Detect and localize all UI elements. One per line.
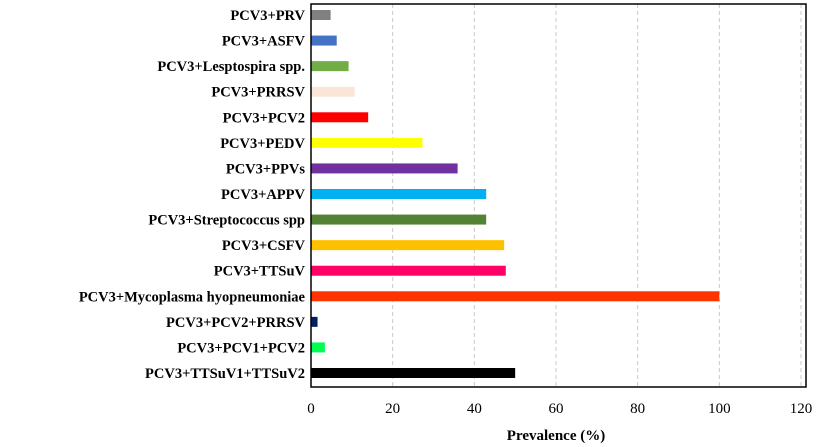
x-axis-title: Prevalence (%) — [507, 428, 605, 444]
category-label: PCV3+TTSuV1+TTSuV2 — [145, 366, 305, 382]
bar-pcv3-pcv1-pcv2 — [311, 342, 325, 353]
category-label: PCV3+TTSuV — [214, 264, 306, 280]
bar-pcv3-prv — [311, 10, 331, 20]
bar-pcv3-ppvs — [311, 163, 458, 174]
bar-pcv3-lesptospira-spp- — [311, 61, 349, 72]
bar-pcv3-mycoplasma-hyopneumoniae — [311, 291, 720, 302]
category-label: PCV3+PEDV — [220, 136, 305, 152]
category-label: PCV3+APPV — [221, 187, 305, 203]
category-label: PCV3+Lesptospira spp. — [157, 59, 305, 75]
category-label: PCV3+CSFV — [222, 238, 306, 254]
category-label: PCV3+PRV — [230, 8, 305, 24]
bar-pcv3-csfv — [311, 240, 505, 251]
category-label: PCV3+PCV2+PRRSV — [166, 315, 305, 331]
x-tick-label: 120 — [790, 401, 813, 417]
x-tick-label: 60 — [549, 401, 564, 417]
x-tick-label: 20 — [385, 401, 400, 417]
category-label: PCV3+PRRSV — [211, 85, 305, 101]
bar-pcv3-pedv — [311, 137, 423, 148]
category-label: PCV3+Mycoplasma hyopneumoniae — [79, 289, 306, 305]
bar-pcv3-pcv2 — [311, 112, 369, 123]
x-tick-label: 0 — [307, 401, 315, 417]
bar-pcv3-streptococcus-spp — [311, 214, 487, 225]
x-tick-label: 80 — [630, 401, 645, 417]
category-label: PCV3+PCV1+PCV2 — [177, 340, 305, 356]
x-tick-label: 100 — [708, 401, 731, 417]
bar-pcv3-prrsv — [311, 86, 355, 97]
bar-pcv3-asfv — [311, 35, 337, 46]
category-label: PCV3+PPVs — [226, 161, 305, 177]
category-label: PCV3+Streptococcus spp — [148, 213, 305, 229]
plot-frame — [310, 3, 807, 388]
bar-pcv3-ttsuv — [311, 265, 506, 276]
category-label: PCV3+ASFV — [222, 34, 306, 50]
bar-pcv3-pcv2-prrsv — [311, 316, 318, 327]
x-tick-label: 40 — [467, 401, 482, 417]
category-label: PCV3+PCV2 — [223, 110, 305, 126]
bar-pcv3-ttsuv1-ttsuv2 — [311, 368, 516, 378]
bar-pcv3-appv — [311, 189, 487, 199]
